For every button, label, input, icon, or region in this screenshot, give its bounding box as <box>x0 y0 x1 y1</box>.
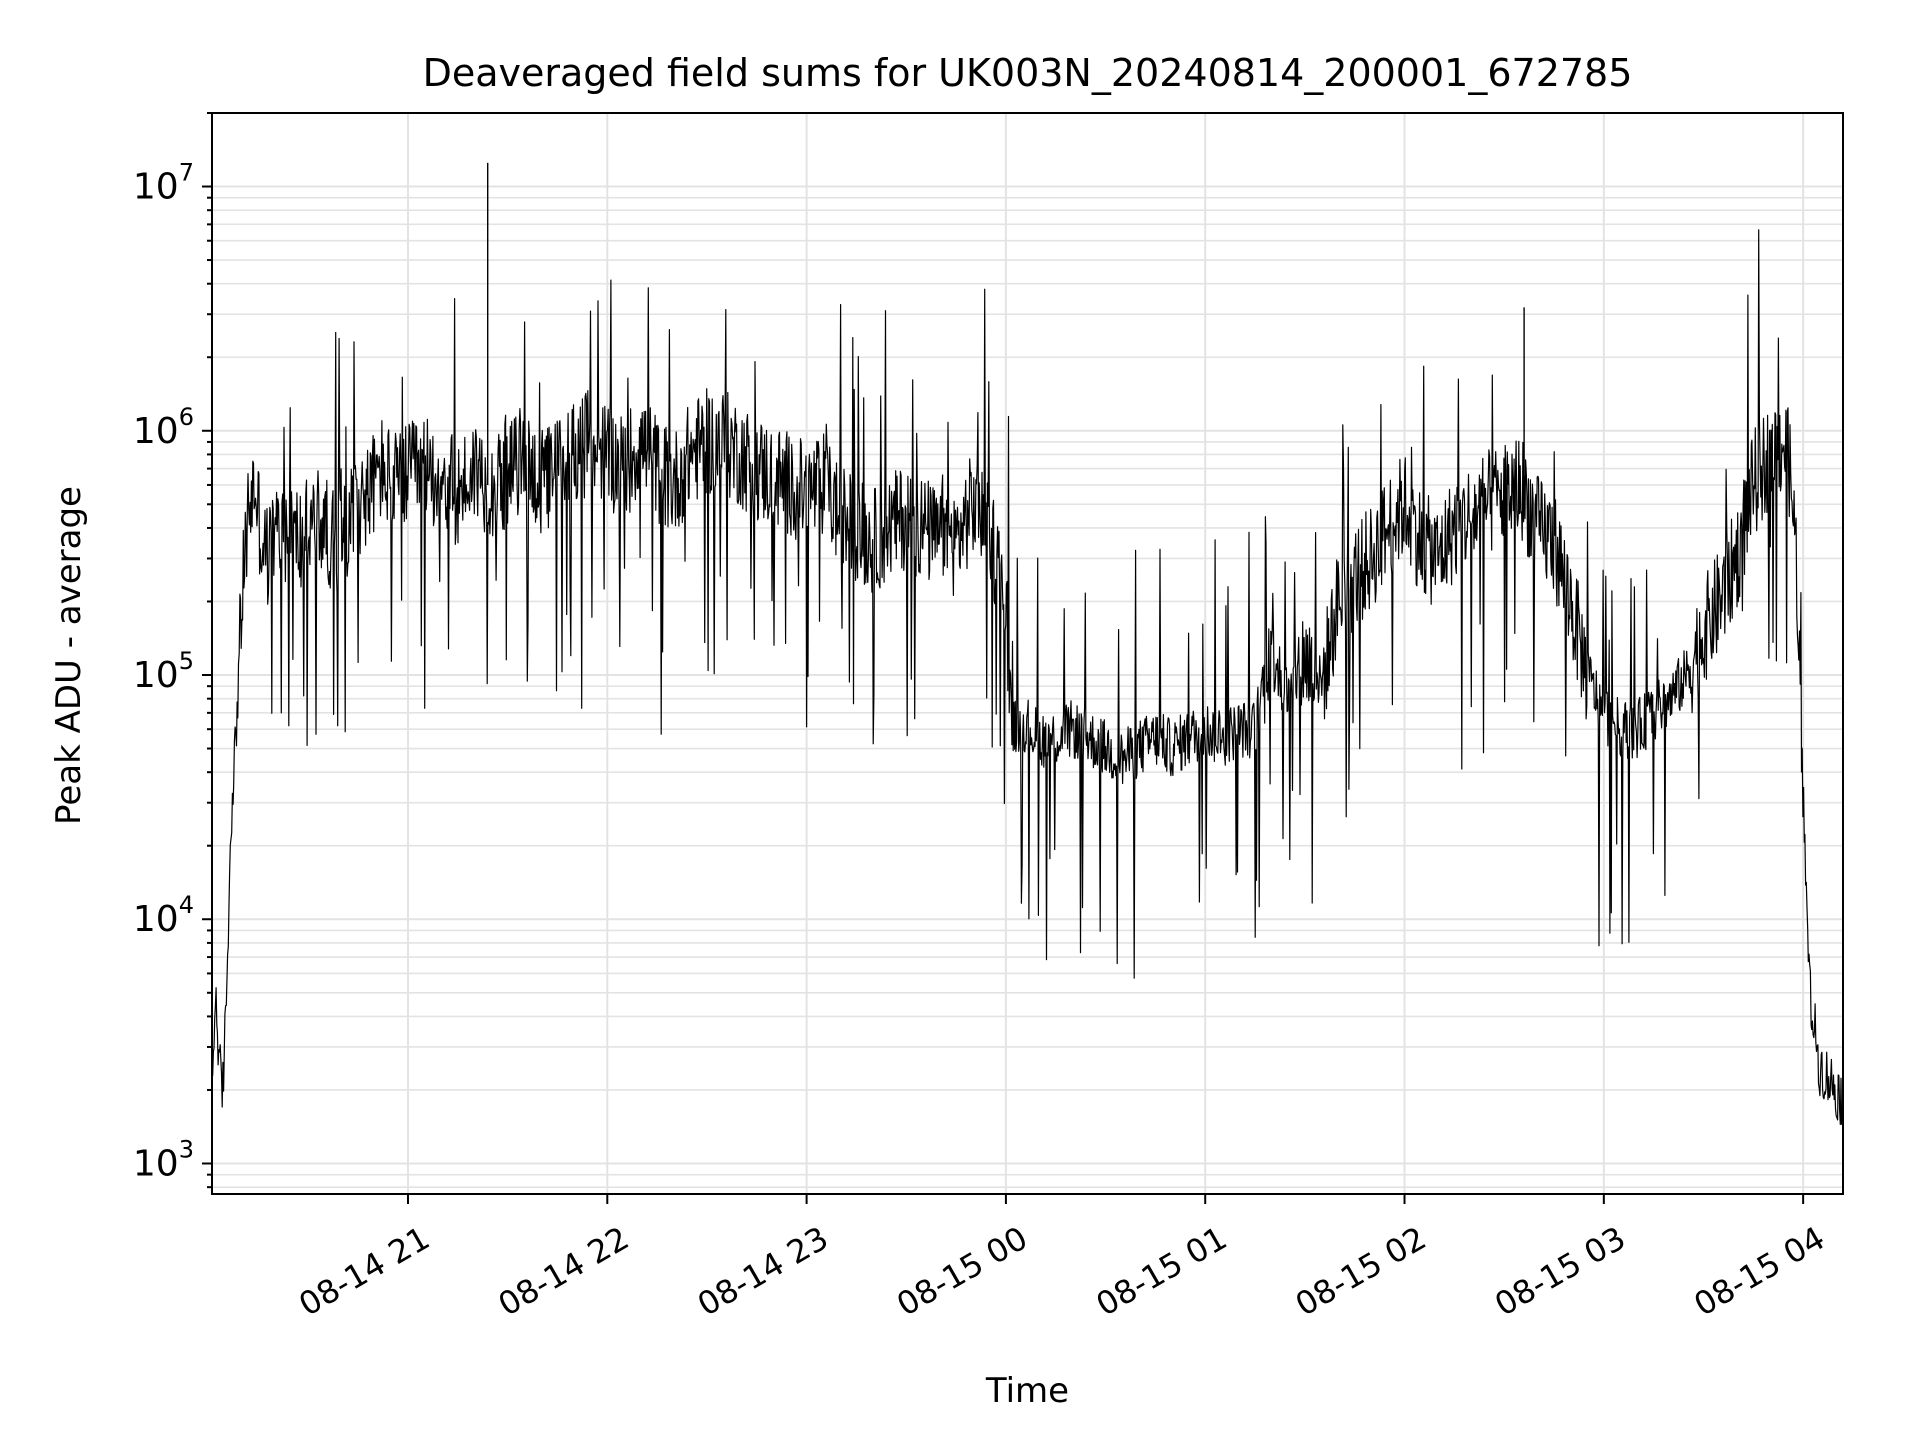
x-tick-label: 08-15 02 <box>1289 1219 1433 1324</box>
y-tick-label: 107 <box>133 159 194 208</box>
y-tick-base: 10 <box>133 167 179 208</box>
x-tick-label: 08-14 21 <box>292 1219 436 1324</box>
x-tick-label: 08-15 03 <box>1488 1219 1632 1324</box>
y-tick-exponent: 3 <box>179 1135 194 1163</box>
noise-layer <box>487 162 1525 505</box>
chart-title: Deaveraged field sums for UK003N_2024081… <box>423 51 1633 95</box>
x-axis-label: Time <box>985 1371 1069 1411</box>
plot-frame <box>211 112 1844 1195</box>
x-tick-label: 08-14 23 <box>691 1219 835 1324</box>
y-tick-base: 10 <box>133 1143 179 1184</box>
y-tick-base: 10 <box>133 899 179 940</box>
y-tick-label: 104 <box>133 891 194 940</box>
y-tick-exponent: 5 <box>179 647 194 675</box>
y-tick-exponent: 4 <box>179 891 194 919</box>
y-tick-label: 106 <box>133 403 194 452</box>
y-tick-base: 10 <box>133 655 179 696</box>
x-tick-label: 08-15 01 <box>1090 1219 1234 1324</box>
x-tick-label: 08-15 04 <box>1688 1219 1832 1324</box>
y-tick-exponent: 6 <box>179 403 194 431</box>
y-tick-label: 105 <box>133 647 194 696</box>
y-axis-label: Peak ADU - average <box>49 486 89 825</box>
y-tick-exponent: 7 <box>179 159 194 187</box>
x-tick-label: 08-15 00 <box>890 1219 1034 1324</box>
y-tick-base: 10 <box>133 411 179 452</box>
grid-layer <box>212 112 1843 1194</box>
series-line <box>211 229 1844 1126</box>
y-tick-label: 103 <box>133 1135 194 1184</box>
x-tick-label: 08-14 22 <box>492 1219 636 1324</box>
series-layer <box>211 229 1844 1126</box>
